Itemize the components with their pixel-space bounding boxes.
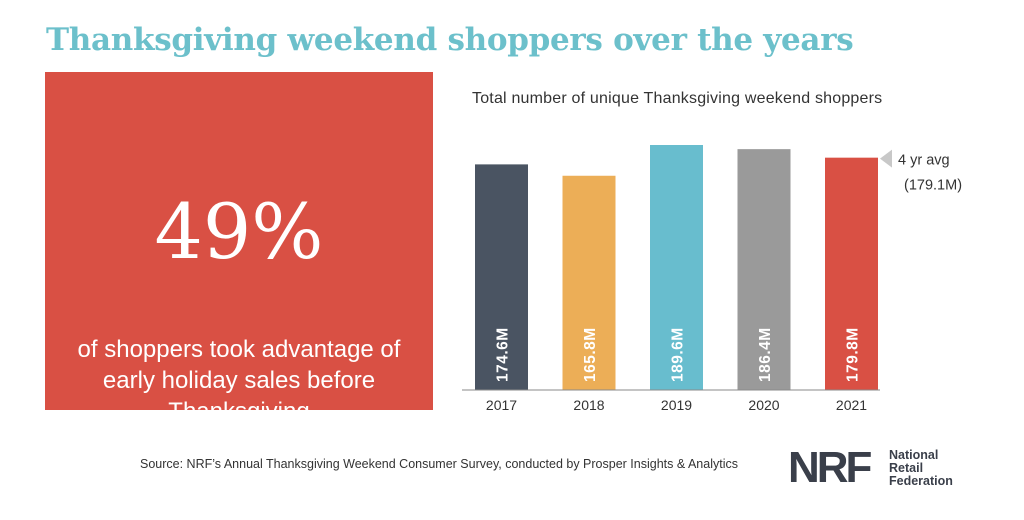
bar-value-label: 189.6M xyxy=(670,327,687,382)
bar-2020 xyxy=(737,149,791,390)
bar-chart: 174.6M 2017 165.8M 2018 189.6M 2019 186.4M 2020… xyxy=(462,145,962,413)
average-label: 4 yr avg xyxy=(898,153,950,169)
bar-value-label: 186.4M xyxy=(757,327,774,382)
bar-value-label: 179.8M xyxy=(845,327,862,382)
x-tick-label: 2018 xyxy=(573,397,604,413)
logo-text: National Retail Federation xyxy=(889,449,953,488)
x-tick-label: 2020 xyxy=(748,397,779,413)
x-tick-label: 2017 xyxy=(486,397,517,413)
logo-line-2: Retail xyxy=(889,461,924,475)
nrf-logo: NRF National Retail Federation xyxy=(788,445,978,491)
bar-2019 xyxy=(650,145,703,390)
x-tick-label: 2019 xyxy=(661,397,692,413)
stat-panel: 49% of shoppers took advantage of early … xyxy=(45,72,433,425)
stat-value: 49% xyxy=(154,187,324,276)
stat-caption: of shoppers took advantage of early holi… xyxy=(77,336,401,425)
bar-value-label: 165.8M xyxy=(582,327,599,382)
bar-2017 xyxy=(475,164,528,390)
logo-mark: NRF xyxy=(788,443,872,492)
average-value-label: (179.1M) xyxy=(904,178,962,194)
average-marker xyxy=(880,149,892,168)
logo-line-3: Federation xyxy=(889,474,953,488)
page-title: Thanksgiving weekend shoppers over the y… xyxy=(46,22,854,58)
x-tick-label: 2021 xyxy=(836,397,867,413)
logo-line-1: National xyxy=(889,448,939,462)
bar-2021 xyxy=(825,157,878,390)
chart-title: Total number of unique Thanksgiving week… xyxy=(472,90,883,107)
bar-2018 xyxy=(562,175,616,390)
bar-value-label: 174.6M xyxy=(495,327,512,382)
source-note: Source: NRF’s Annual Thanksgiving Weeken… xyxy=(140,457,738,471)
